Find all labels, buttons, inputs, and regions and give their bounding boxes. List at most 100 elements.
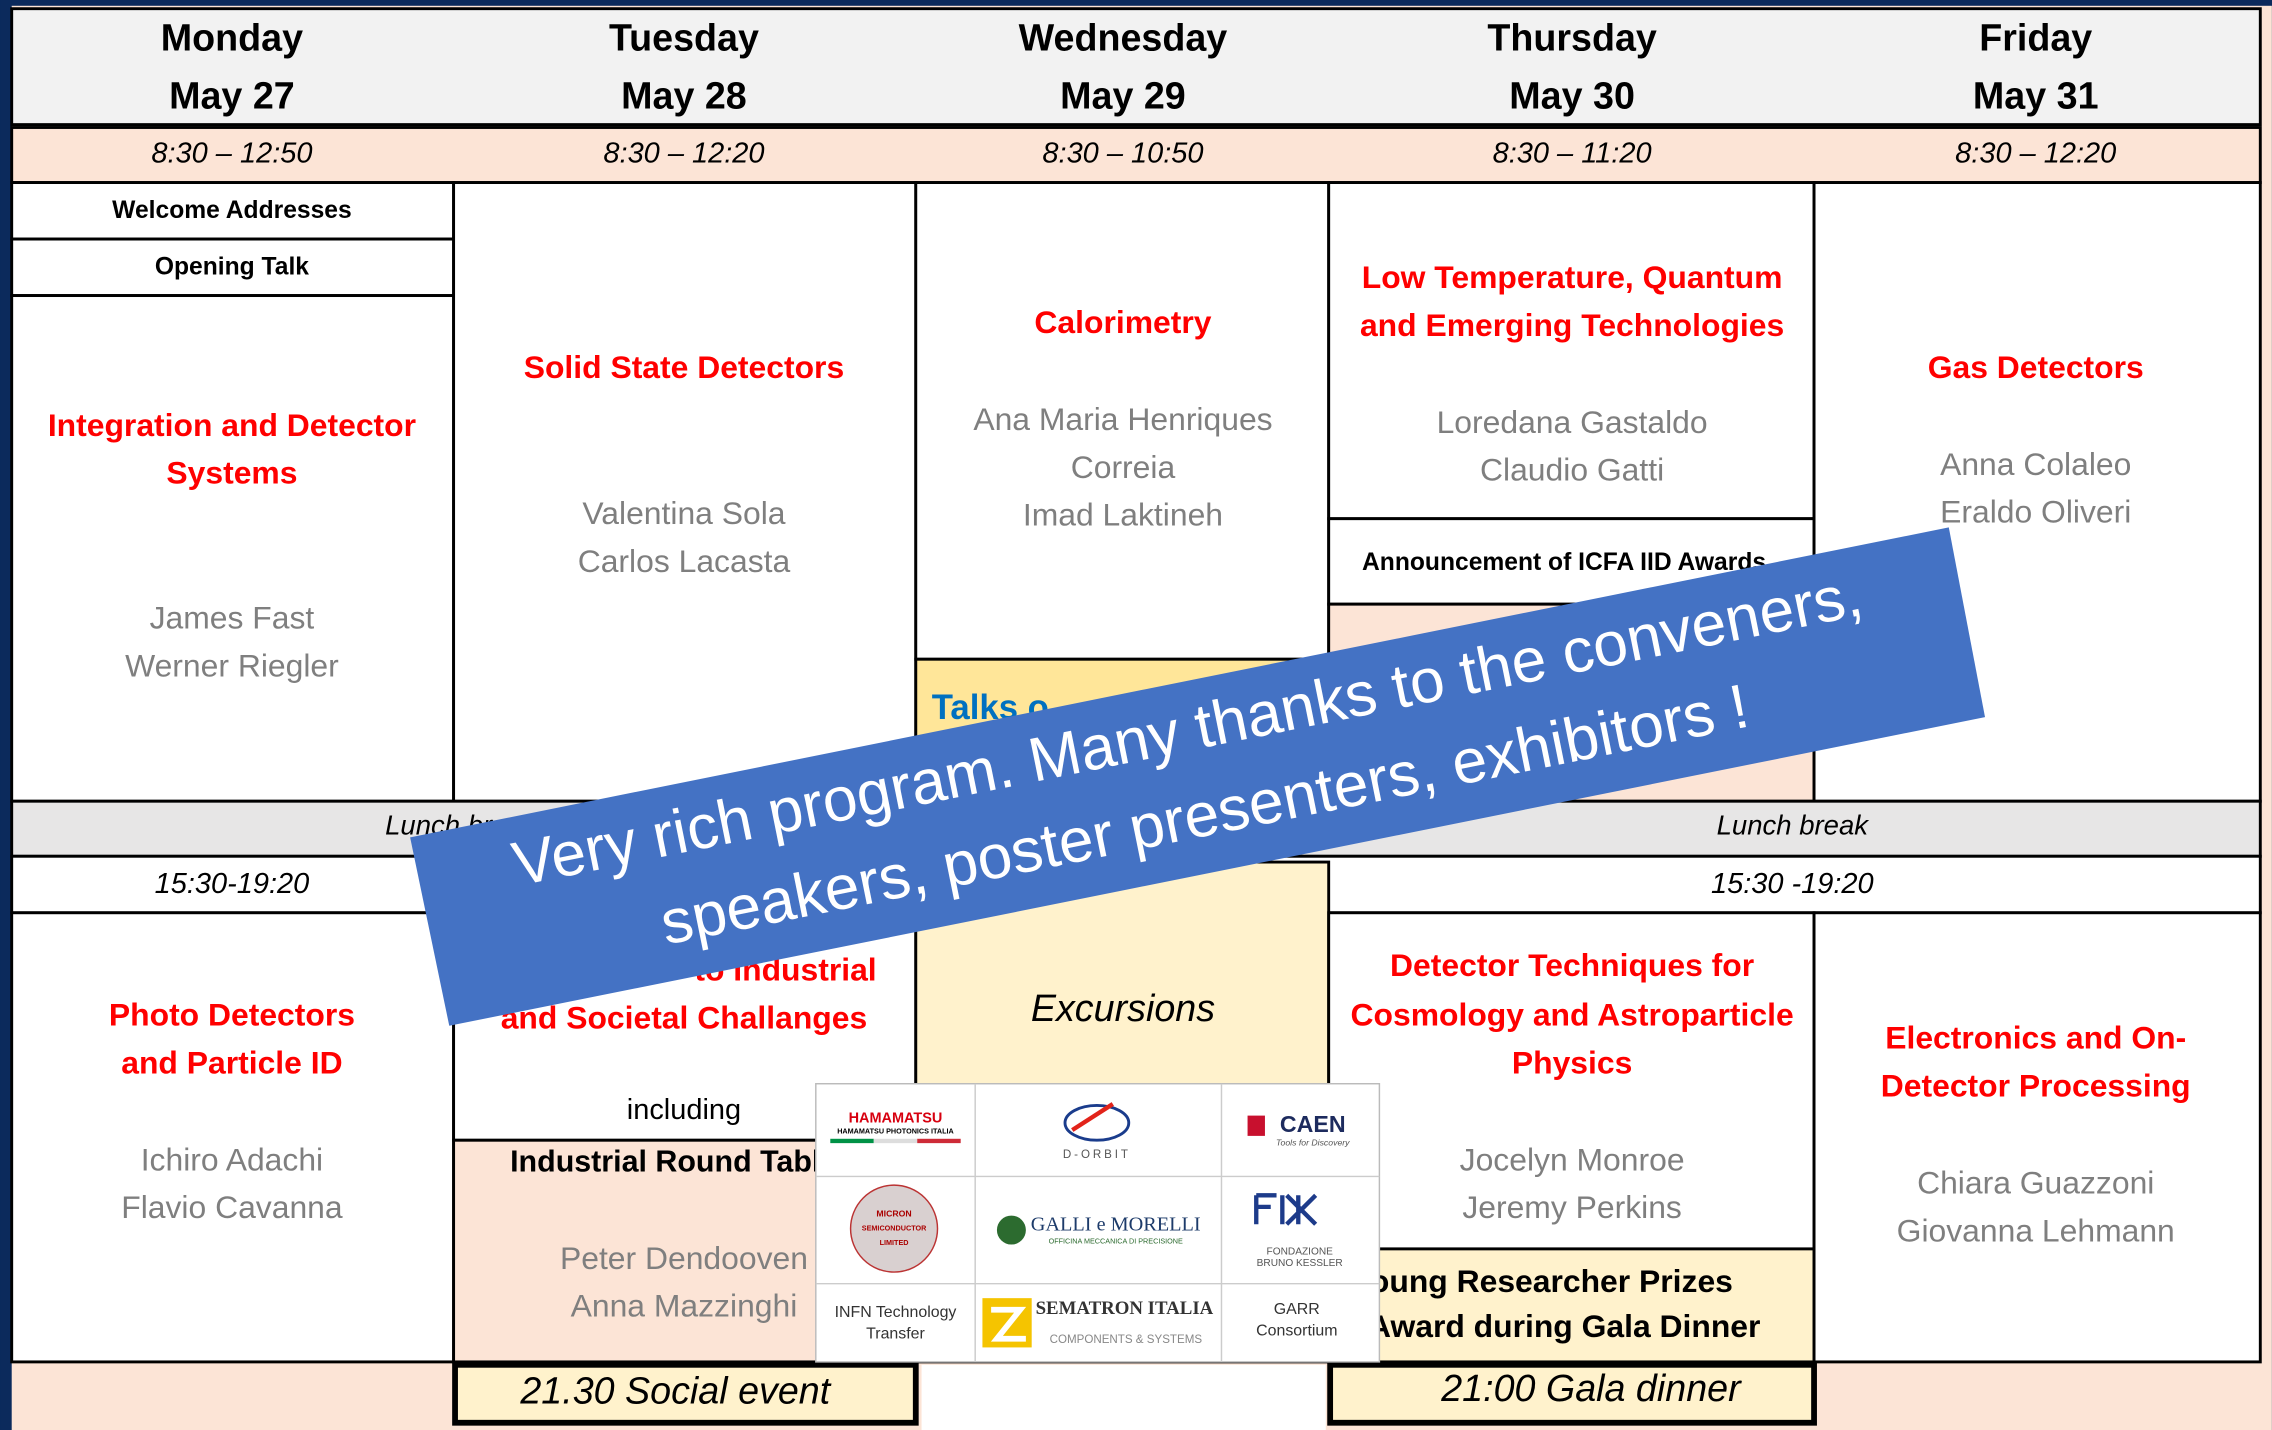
logo-text: FONDAZIONE: [1267, 1246, 1334, 1257]
session-title: Integration and Detector: [48, 407, 416, 443]
logo-mark: [996, 1215, 1026, 1245]
convener: Anna Colaleo: [1940, 446, 2131, 482]
session-title: Electronics and On-: [1885, 1020, 2186, 1056]
convener: Eraldo Oliveri: [1940, 494, 2131, 530]
session-title: and Emerging Technologies: [1360, 307, 1784, 343]
prizes: Young Researcher Prizes: [1351, 1263, 1733, 1299]
logo-text: HAMAMATSU: [849, 1110, 943, 1126]
session-title: Calorimetry: [1034, 304, 1211, 340]
time: 8:30 – 12:20: [1955, 138, 2116, 170]
cell: [452, 181, 918, 803]
day-date: May 29: [1060, 74, 1186, 116]
logo-text: BRUNO KESSLER: [1257, 1258, 1343, 1269]
convener: Werner Riegler: [125, 647, 339, 683]
announcement: Announcement of ICFA IID Awards: [1362, 549, 1766, 576]
convener: Jeremy Perkins: [1462, 1189, 1682, 1225]
session-title: Physics: [1512, 1044, 1632, 1080]
banner-shape: [410, 527, 1986, 1026]
logo-text: SEMICONDUCTOR: [862, 1224, 927, 1233]
day-name: Monday: [161, 17, 303, 59]
item: Welcome Addresses: [112, 197, 352, 224]
convener: Imad Laktineh: [1023, 497, 1223, 533]
logo-mark: [830, 1138, 874, 1144]
logo-text: GALLI e MORELLI: [1031, 1213, 1201, 1235]
convener: Valentina Sola: [582, 495, 785, 531]
logo-text: HAMAMATSU PHOTONICS ITALIA: [837, 1126, 954, 1135]
session-title: Systems: [166, 455, 297, 491]
logo-text: COMPONENTS & SYSTEMS: [1050, 1334, 1203, 1346]
session-title: Cosmology and Astroparticle: [1351, 997, 1794, 1033]
day-name: Friday: [1979, 17, 2092, 59]
session-title: and Particle ID: [121, 1044, 342, 1080]
logo-mark: [849, 1184, 939, 1273]
day-name: Tuesday: [609, 17, 759, 59]
day-date: May 28: [621, 74, 747, 116]
day-date: May 31: [1973, 74, 2099, 116]
header-row: [10, 7, 2262, 127]
logo-mark: [1071, 1102, 1114, 1132]
logo-text: GARR: [1274, 1301, 1320, 1318]
time: 15:30-19:20: [155, 868, 310, 900]
logo-text: SEMATRON ITALIA: [1036, 1298, 1214, 1319]
logo-mark: [1247, 1115, 1265, 1136]
cell: [1327, 1247, 1816, 1364]
logo-mark: [1063, 1104, 1131, 1142]
session-title: Gas Detectors: [1928, 349, 2144, 385]
session-title: Detector Processing: [1881, 1067, 2191, 1103]
cell: [10, 911, 456, 1364]
logo-mark: [990, 1306, 1027, 1342]
prizes: Award during Gala Dinner: [1368, 1308, 1760, 1344]
day-date: May 27: [169, 74, 295, 116]
convener: Ichiro Adachi: [141, 1141, 323, 1177]
logo-text: Consortium: [1256, 1323, 1337, 1340]
convener: Peter Dendooven: [560, 1240, 808, 1276]
convener: Loredana Gastaldo: [1437, 404, 1708, 440]
convener: Ana Maria Henriques: [973, 401, 1272, 437]
logo-text: D-ORBIT: [1063, 1149, 1131, 1161]
time: 8:30 – 12:50: [151, 138, 312, 170]
round-table: Industrial Round Table: [510, 1144, 837, 1178]
time: 8:30 – 11:20: [1493, 138, 1652, 170]
logo-text: Transfer: [866, 1326, 925, 1343]
evening-box: [452, 1361, 919, 1426]
cell: [921, 1364, 1326, 1430]
logo-text: INFN Technology: [835, 1304, 957, 1321]
session-title: Low Temperature, Quantum: [1362, 259, 1783, 295]
convener: Claudio Gatti: [1480, 452, 1664, 488]
evening-event: 21:00 Gala dinner: [1440, 1367, 1742, 1409]
convener: James Fast: [150, 600, 315, 636]
time: 8:30 – 12:20: [603, 138, 764, 170]
logo-text: Tools for Discovery: [1276, 1137, 1350, 1147]
logo-grid: [815, 1083, 1380, 1362]
logo-mark: [917, 1138, 961, 1144]
sponsor-logos: HAMAMATSU HAMAMATSU PHOTONICS ITALIA D-O…: [815, 1083, 1381, 1363]
evening-box: [1327, 1361, 1817, 1426]
day-name: Wednesday: [1019, 17, 1228, 59]
convener: Anna Mazzinghi: [571, 1288, 798, 1324]
lunch: Lunch break: [1717, 810, 1870, 841]
logo-text: CAEN: [1280, 1111, 1346, 1137]
excursions: Excursions: [1031, 987, 1215, 1029]
convener: Giovanna Lehmann: [1897, 1212, 2175, 1248]
cell: [914, 181, 1331, 661]
logo-mark: [873, 1138, 918, 1144]
session-title: and Societal Challanges: [501, 999, 868, 1035]
time-row: [10, 126, 2262, 185]
day-date: May 30: [1509, 74, 1635, 116]
logo-mark: [1254, 1193, 1318, 1226]
day-name: Thursday: [1487, 17, 1657, 59]
cell: [10, 294, 456, 803]
session-title: Detector Techniques for: [1390, 947, 1754, 983]
session-title: Photo Detectors: [109, 997, 355, 1033]
logo-text: OFFICINA MECCANICA DI PRECISIONE: [1049, 1237, 1183, 1246]
time: 15:30 -19:20: [1711, 868, 1874, 900]
cell: [1327, 181, 1816, 521]
convener: Jocelyn Monroe: [1460, 1141, 1685, 1177]
logo-text: MICRON: [876, 1208, 911, 1218]
note: including: [627, 1094, 741, 1126]
item: Opening Talk: [155, 254, 309, 281]
convener: Carlos Lacasta: [578, 543, 791, 579]
logo-text: LIMITED: [880, 1238, 909, 1247]
convener: Chiara Guazzoni: [1917, 1165, 2154, 1201]
